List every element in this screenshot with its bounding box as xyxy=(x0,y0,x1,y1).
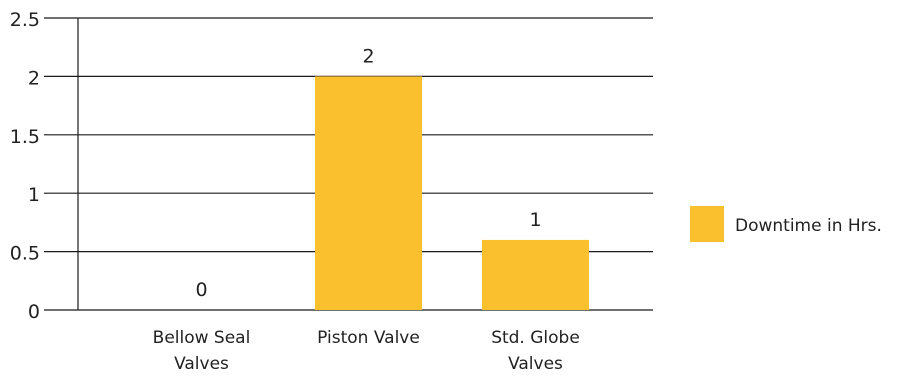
x-tick-label: Valves xyxy=(508,354,563,374)
x-tick-label: Piston Valve xyxy=(317,328,420,348)
y-axis-ticks: 0 0.5 1 1.5 2 2.5 xyxy=(10,9,40,323)
bar xyxy=(315,76,422,311)
y-tick-label: 1 xyxy=(28,184,40,206)
y-tick-label: 1.5 xyxy=(10,126,40,148)
legend-swatch xyxy=(690,206,724,242)
y-tick-label: 0 xyxy=(28,301,40,323)
legend-label: Downtime in Hrs. xyxy=(735,216,882,236)
data-labels: 0 2 1 xyxy=(195,45,541,301)
bar xyxy=(482,239,589,310)
legend: Downtime in Hrs. xyxy=(690,206,882,242)
data-label: 2 xyxy=(362,45,374,67)
x-axis-ticks: Bellow Seal Valves Piston Valve Std. Globe V… xyxy=(153,328,580,374)
data-label: 0 xyxy=(195,279,207,301)
x-tick-label: Std. Globe xyxy=(491,328,580,348)
y-tick-label: 2 xyxy=(28,67,40,89)
data-label: 1 xyxy=(529,209,541,231)
x-tick-label: Valves xyxy=(174,354,229,374)
bars xyxy=(315,76,589,311)
y-tick-label: 2.5 xyxy=(10,9,40,31)
x-tick-label: Bellow Seal xyxy=(153,328,251,348)
y-tick-label: 0.5 xyxy=(10,243,40,265)
